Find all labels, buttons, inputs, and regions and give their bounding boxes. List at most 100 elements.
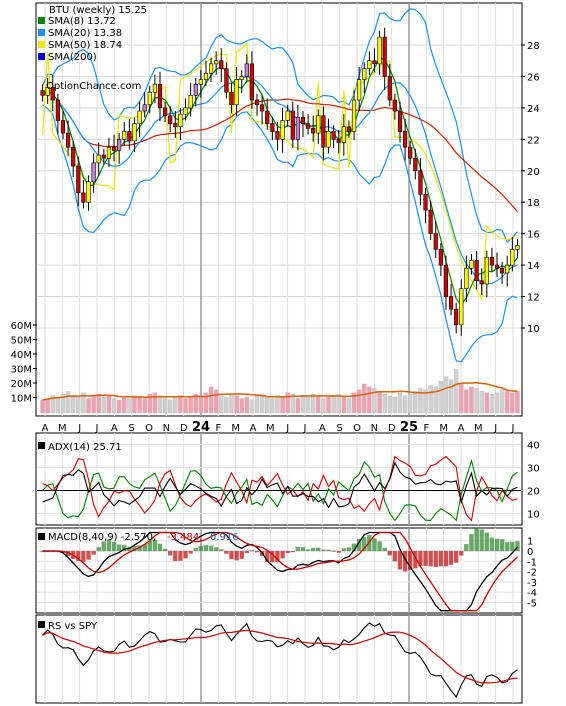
candle-down: [163, 107, 168, 117]
volume-bar: [219, 395, 224, 414]
rs-lines: [42, 622, 518, 699]
macd-histogram-bar: [213, 547, 219, 552]
x-tick-label: S: [336, 423, 342, 434]
price-tick-label: 24: [527, 104, 540, 115]
macd-histogram-bar: [101, 541, 107, 552]
price-tick-label: 20: [527, 167, 540, 178]
candle-up: [45, 87, 50, 96]
candle-down: [127, 131, 132, 142]
volume-bar: [285, 392, 290, 414]
candle-up: [193, 84, 198, 96]
volume-bar: [474, 388, 479, 414]
volume-bar: [178, 395, 183, 414]
volume-tick-label: 10M: [11, 394, 32, 405]
macd-histogram-bar: [193, 548, 198, 552]
volume-tick-label: 40M: [11, 350, 32, 361]
volume-bar: [448, 379, 454, 414]
macd-histogram-bar: [152, 539, 158, 552]
candle-up: [469, 260, 474, 269]
price-tick-label: 26: [527, 72, 540, 83]
x-tick-label: M: [231, 423, 240, 434]
volume-bar: [116, 399, 122, 414]
adx-tick-label: 20: [527, 487, 540, 498]
candle-up: [203, 73, 209, 80]
macd-histogram-bar: [372, 538, 377, 552]
candle-up: [198, 79, 203, 85]
volume-bar: [453, 369, 459, 414]
candle-down: [331, 131, 336, 140]
candle-down: [397, 110, 403, 132]
candle-up: [183, 107, 188, 115]
volume-bar: [494, 392, 500, 414]
sma20-line: [42, 75, 518, 285]
volume-bar: [351, 392, 357, 414]
volume-bar: [290, 393, 295, 414]
x-tick-label: N: [163, 423, 170, 434]
candle-down: [382, 36, 387, 77]
adx-panel-frame: [35, 432, 523, 526]
volume-bar: [372, 388, 377, 414]
candle-up: [484, 256, 489, 285]
macd-histogram-bar: [300, 547, 306, 552]
candle-down: [71, 146, 76, 167]
macd-histogram-bar: [459, 550, 464, 556]
adx-line: [42, 461, 518, 509]
candle-down: [423, 194, 428, 211]
macd-histogram-bar: [474, 528, 479, 552]
sma8-line: [42, 56, 518, 306]
x-tick-label: O: [145, 423, 153, 434]
candle-up: [117, 139, 122, 151]
legend-swatch: [38, 53, 45, 60]
candle-down: [372, 60, 377, 65]
volume-bar: [280, 396, 285, 414]
candle-down: [489, 256, 495, 266]
macd-histogram-bar: [173, 550, 178, 562]
macd-histogram-bar: [305, 549, 311, 552]
sma50-line: [42, 42, 518, 302]
x-tick-label: J: [303, 423, 307, 434]
macd-histogram-bar: [469, 534, 474, 552]
x-tick-label: A: [458, 423, 465, 434]
x-tick-label: S: [128, 423, 134, 434]
volume-bar: [377, 391, 382, 414]
macd-tick-label: -4: [527, 588, 537, 599]
macd-line: [42, 531, 518, 612]
candle-down: [392, 99, 397, 112]
candle-up: [91, 162, 96, 183]
legend-swatch: [38, 29, 45, 36]
candle-down: [438, 249, 443, 266]
rs-line: [42, 622, 518, 699]
rs-panel-frame: [35, 614, 523, 704]
rs-legend-swatch: [38, 621, 45, 628]
macd-histogram-bar: [249, 550, 255, 552]
candle-down: [311, 128, 316, 134]
volume-bar: [254, 395, 260, 414]
moving-averages: [42, 42, 518, 306]
macd-histogram-bar: [76, 550, 81, 561]
adx-tick-label: 30: [527, 464, 540, 475]
candle-up: [351, 99, 357, 132]
volume-bar: [510, 392, 515, 414]
candle-up: [362, 68, 367, 80]
volume-bar: [346, 398, 352, 414]
x-tick-label: A: [111, 423, 118, 434]
volume-bar: [402, 395, 408, 414]
legend-label: SMA(50) 18.74: [48, 40, 122, 51]
volume-bar: [96, 393, 101, 414]
candle-up: [152, 84, 157, 93]
volume-bar: [40, 399, 45, 414]
candle-up: [147, 91, 152, 106]
candle-up: [316, 115, 321, 134]
volume-bar: [265, 396, 270, 414]
macd-tick-label: -5: [527, 599, 537, 610]
candle-down: [387, 76, 392, 101]
macd-histogram-bar: [254, 550, 260, 553]
macd-histogram-bar: [122, 545, 127, 552]
candle-up: [244, 63, 249, 77]
price-tick-label: 16: [527, 230, 540, 241]
candle-down: [300, 117, 306, 124]
volume-bar: [198, 395, 204, 414]
x-tick-label: J: [285, 423, 289, 434]
macd-histogram-bar: [510, 541, 515, 552]
candle-down: [260, 104, 265, 112]
